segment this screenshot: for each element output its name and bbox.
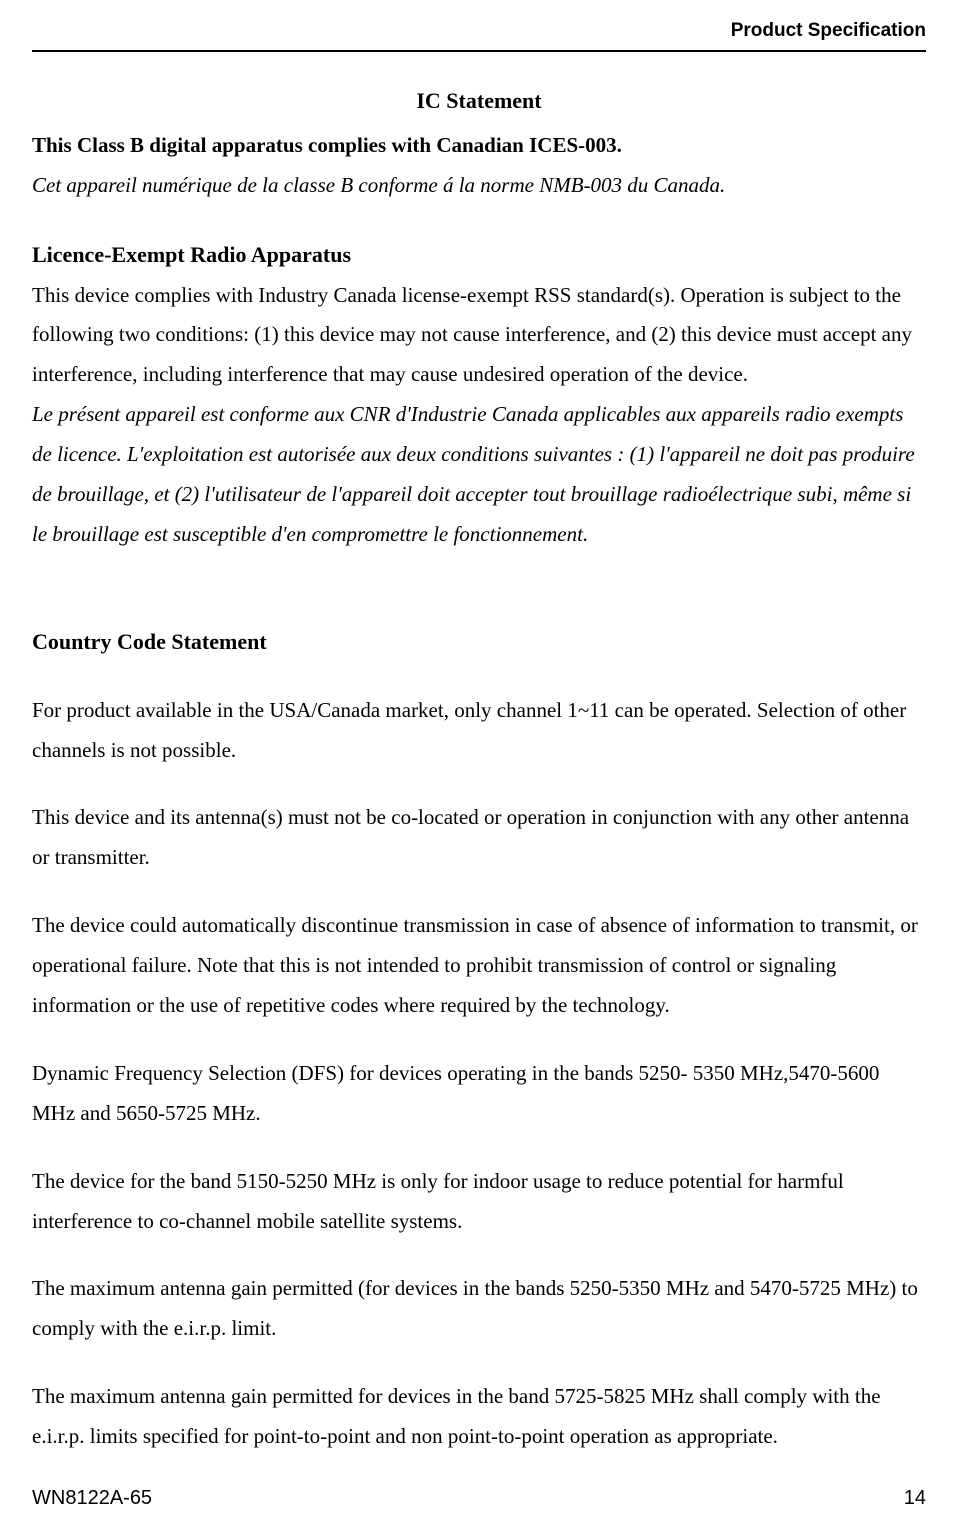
spacer — [32, 663, 926, 691]
paragraph-3: The device could automatically discontin… — [32, 906, 926, 1026]
page-footer: WN8122A-65 14 — [32, 1487, 926, 1510]
paragraph-2: This device and its antenna(s) must not … — [32, 798, 926, 878]
licence-heading: Licence-Exempt Radio Apparatus — [32, 234, 926, 276]
spacer — [32, 878, 926, 906]
header-title: Product Specification — [731, 20, 926, 42]
spacer — [32, 555, 926, 583]
paragraph-7: The maximum antenna gain permitted for d… — [32, 1377, 926, 1457]
country-code-heading: Country Code Statement — [32, 621, 926, 663]
spacer — [32, 1349, 926, 1377]
paragraph-1: For product available in the USA/Canada … — [32, 691, 926, 771]
spacer — [32, 1134, 926, 1162]
spacer — [32, 583, 926, 621]
spacer — [32, 206, 926, 234]
main-title: IC Statement — [32, 88, 926, 114]
spacer — [32, 770, 926, 798]
paragraph-4: Dynamic Frequency Selection (DFS) for de… — [32, 1054, 926, 1134]
licence-text-fr: Le présent appareil est conforme aux CNR… — [32, 395, 926, 555]
page-header: Product Specification — [32, 20, 926, 52]
compliance-statement-en: This Class B digital apparatus complies … — [32, 126, 926, 166]
spacer — [32, 1026, 926, 1054]
footer-page-number: 14 — [904, 1487, 926, 1510]
paragraph-6: The maximum antenna gain permitted (for … — [32, 1269, 926, 1349]
footer-model: WN8122A-65 — [32, 1487, 152, 1510]
compliance-statement-fr: Cet appareil numérique de la classe B co… — [32, 166, 926, 206]
licence-text-en: This device complies with Industry Canad… — [32, 276, 926, 396]
paragraph-5: The device for the band 5150-5250 MHz is… — [32, 1162, 926, 1242]
spacer — [32, 1241, 926, 1269]
